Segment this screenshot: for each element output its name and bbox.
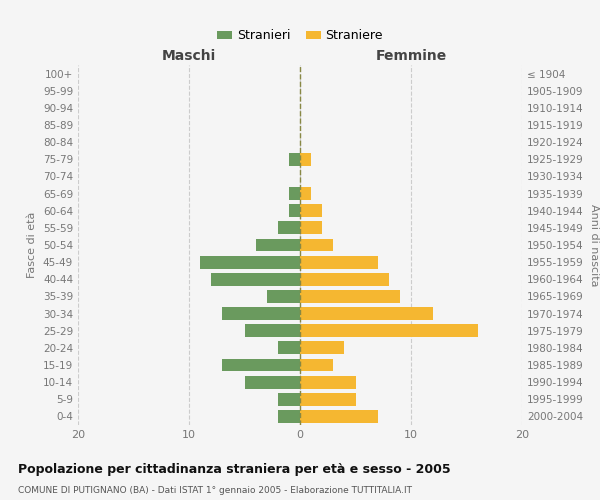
Bar (300, 376, 355, 388)
Bar (289, 153, 300, 166)
Bar (300, 342, 344, 354)
Bar (289, 204, 300, 217)
Bar (245, 376, 300, 388)
Bar (278, 222, 300, 234)
Bar (245, 324, 300, 337)
Bar (211, 273, 300, 285)
Bar (278, 342, 300, 354)
Bar (266, 290, 300, 303)
Y-axis label: Anni di nascita: Anni di nascita (589, 204, 599, 286)
Bar (300, 204, 322, 217)
Bar (278, 393, 300, 406)
Text: Popolazione per cittadinanza straniera per età e sesso - 2005: Popolazione per cittadinanza straniera p… (18, 462, 451, 475)
Bar (222, 358, 300, 372)
Bar (222, 307, 300, 320)
Bar (300, 238, 334, 252)
Bar (300, 307, 433, 320)
Bar (300, 410, 378, 423)
Bar (300, 290, 400, 303)
Bar (300, 187, 311, 200)
Bar (300, 222, 322, 234)
Legend: Stranieri, Straniere: Stranieri, Straniere (212, 24, 388, 48)
Bar (300, 256, 378, 268)
Y-axis label: Fasce di età: Fasce di età (28, 212, 37, 278)
Bar (289, 187, 300, 200)
Bar (278, 410, 300, 423)
Bar (256, 238, 300, 252)
Bar (300, 393, 355, 406)
Bar (300, 273, 389, 285)
Bar (300, 358, 334, 372)
Text: Maschi: Maschi (162, 50, 216, 64)
Bar (300, 153, 311, 166)
Bar (200, 256, 300, 268)
Text: Femmine: Femmine (376, 50, 446, 64)
Bar (300, 324, 478, 337)
Text: COMUNE DI PUTIGNANO (BA) - Dati ISTAT 1° gennaio 2005 - Elaborazione TUTTITALIA.: COMUNE DI PUTIGNANO (BA) - Dati ISTAT 1°… (18, 486, 412, 495)
